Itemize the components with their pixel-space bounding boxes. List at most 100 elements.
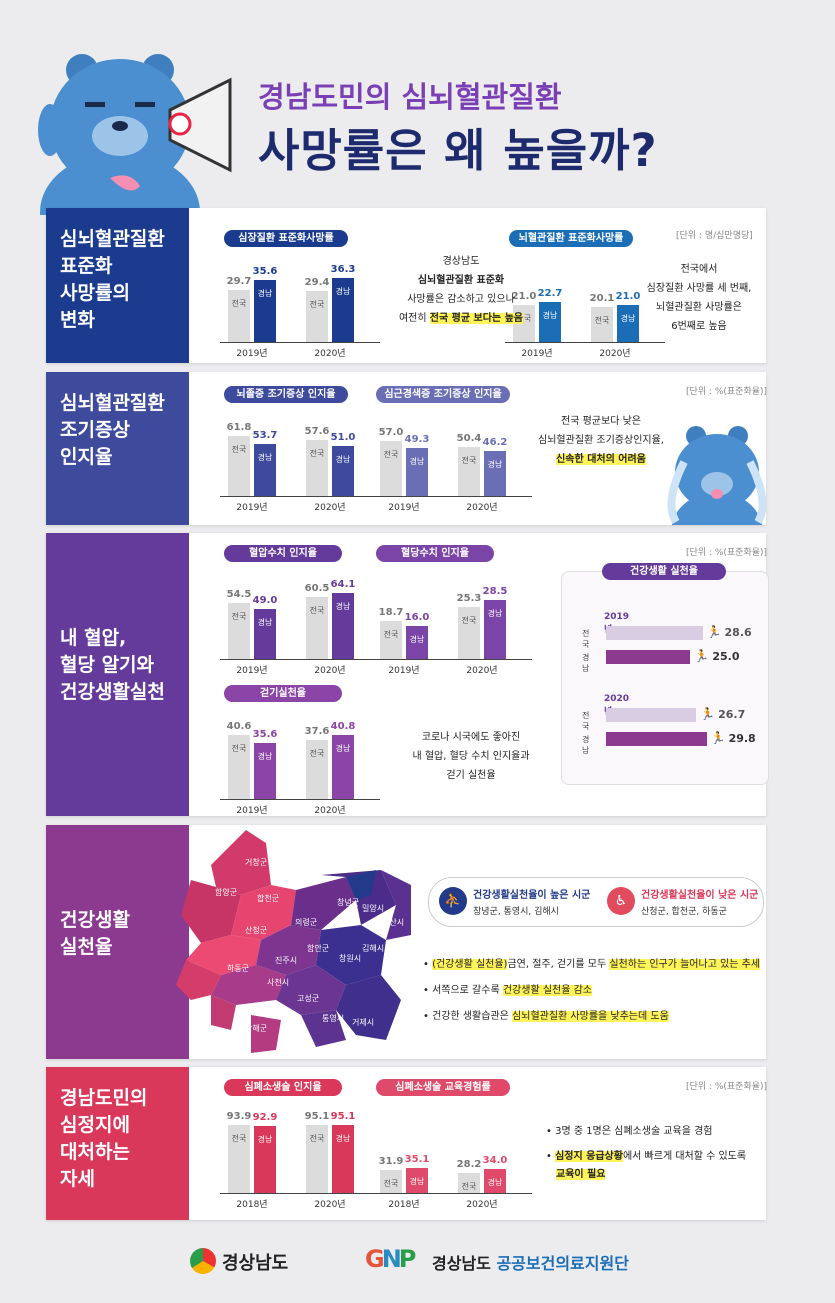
bar-value: 16.0 (404, 612, 430, 624)
unit-label: [단위 : %(표준화율)] (686, 387, 768, 397)
year-label: 2020년 (466, 1200, 498, 1210)
bar-label: 경남 (335, 455, 351, 465)
bullet-part: 건강생활 실천율 감소 (502, 985, 593, 996)
bar-label: 경남 (335, 287, 351, 297)
practice-value: 28.6 (724, 626, 752, 639)
bullet-part: 심뇌혈관질환 사망률을 낮추는데 도움 (512, 1011, 669, 1022)
bar-gn (484, 1168, 506, 1193)
note-highlight: 신속한 대처의 어려움 (556, 454, 646, 465)
section-4-number: 4 (712, 991, 756, 1064)
bar-value: 57.0 (378, 426, 404, 438)
bar-value: 40.8 (330, 721, 356, 733)
chart-title: 걷기실천율 (224, 685, 342, 702)
year-label: 2018년 (236, 1200, 268, 1210)
bar-gn (332, 735, 354, 799)
bar-value: 51.0 (330, 432, 356, 444)
baseline (505, 342, 665, 343)
s5-bullet-2: • 심정지 응급상황에서 빠르게 대처할 수 있도록 (546, 1151, 747, 1162)
baseline (220, 799, 380, 800)
year-label: 2019년 (236, 666, 268, 676)
bullet-part: 금연, 절주, 걷기를 모두 (507, 959, 610, 970)
year-label: 2020년 (314, 1200, 346, 1210)
bar-label: 전국 (461, 456, 477, 466)
footer-right: 경상남도 공공보건의료지원단 (432, 1250, 629, 1274)
year-label: 2020년 (599, 349, 631, 359)
chart-title: 심장질환 표준화사망률 (224, 230, 348, 247)
bar-value: 95.1 (330, 1110, 356, 1122)
footer-right-a: 경상남도 (432, 1254, 497, 1273)
crying-bear-illustration (667, 426, 766, 525)
bar-label: 전국 (231, 744, 247, 754)
bar-gn (254, 443, 276, 496)
bar-value: 93.9 (226, 1111, 252, 1123)
gyeongnam-logo-icon (190, 1248, 216, 1274)
bar-label: 경남 (257, 1135, 273, 1145)
note-s2: 전국 평균보다 낮은 심뇌혈관질환 조기증상인지율, 신속한 대처의 어려움 (516, 412, 686, 469)
bar-value: 21.0 (511, 291, 537, 303)
bar-gn (332, 1124, 354, 1193)
year-label: 2018년 (388, 1200, 420, 1210)
gyeongnam-map (176, 830, 411, 1053)
bar-nation (458, 447, 480, 496)
walking-person-icon: ⛹ (439, 887, 467, 915)
bar-gn (254, 608, 276, 659)
bar-value: 53.7 (252, 429, 278, 441)
map-region-label: 양산시 (382, 918, 405, 927)
year-label: 2020년 (466, 666, 498, 676)
year-label: 2020년 (314, 349, 346, 359)
bar-nation (228, 735, 250, 799)
bar-nation (306, 440, 328, 496)
bar-gn (332, 593, 354, 659)
chart-title: 심폐소생술 교육경험률 (376, 1079, 510, 1096)
bar-label: 전국 (516, 314, 532, 324)
bar-value: 28.5 (482, 586, 508, 598)
year-label: 2020년 (466, 503, 498, 513)
chart-title: 심근경색증 조기증상 인지율 (376, 386, 510, 403)
bar-gn (332, 278, 354, 342)
bar-label: 경남 (335, 602, 351, 612)
bar-label: 전국 (231, 611, 247, 621)
running-icon: 🏃 (700, 707, 716, 721)
map-region-label: 산청군 (245, 926, 268, 935)
map-labels: 거창군 함양군 합천군 산청군 의령군 창녕군 밀양시 양산시 함안군 창원시 김해시 진주시 하동군 사… (171, 825, 416, 1057)
bullet-part: • (423, 959, 433, 970)
map-region-label: 함안군 (307, 944, 330, 953)
baseline (372, 1193, 532, 1194)
map-region-label: 거창군 (245, 858, 268, 867)
bar-value: 35.6 (252, 729, 278, 741)
bar-nation (306, 596, 328, 659)
bullet-part: (건강생활 실천율) (432, 959, 508, 970)
bar-nation (458, 1172, 480, 1193)
practice-label: 경남 (582, 735, 590, 755)
chart-title: 혈당수치 인지율 (376, 545, 494, 562)
bar-label: 경남 (257, 452, 273, 462)
bar-gn (484, 600, 506, 659)
s4-bullet: • 건강한 생활습관은 심뇌혈관질환 사망률을 낮추는데 도움 (423, 1007, 669, 1022)
map-region-label: 창원시 (339, 954, 362, 963)
practice-bar-gn (606, 732, 707, 746)
header-line1: 경남도민의 심뇌혈관질환 (258, 80, 562, 114)
bar-label: 전국 (461, 615, 477, 625)
bar-value: 60.5 (304, 582, 330, 594)
s5-bullet-1: • 3명 중 1명은 심폐소생술 교육을 경험 (546, 1126, 713, 1137)
bar-value: 50.4 (456, 433, 482, 445)
bar-value: 21.0 (615, 291, 641, 303)
bar-value: 35.6 (252, 265, 278, 277)
year-label: 2019년 (236, 349, 268, 359)
bar-nation (306, 290, 328, 342)
gnp-logo-icon: GNP (365, 1245, 416, 1273)
section-5: 경남도민의 심정지에 대처하는 자세 5 [단위 : %(표준화율)] 심폐소생… (46, 1067, 767, 1220)
s5-text: 에서 빠르게 대처할 수 있도록 (622, 1151, 747, 1162)
bar-label: 전국 (231, 444, 247, 454)
bar-nation (228, 602, 250, 659)
practice-bar-nation (606, 626, 703, 640)
bar-label: 전국 (309, 749, 325, 759)
note-s1b: 전국에서 심장질환 사망률 세 번째, 뇌혈관질환 사망률은 6번째로 높음 (646, 264, 752, 332)
bar-value: 35.1 (404, 1153, 430, 1165)
map-region-label: 밀양시 (362, 904, 385, 913)
bar-value: 22.7 (537, 288, 563, 300)
chart-title: 뇌졸중 조기증상 인지율 (224, 386, 348, 403)
practice-value: 29.8 (728, 732, 756, 745)
header-line2: 사망률은 왜 높을까? (258, 124, 658, 177)
bar-label: 전국 (383, 449, 399, 459)
